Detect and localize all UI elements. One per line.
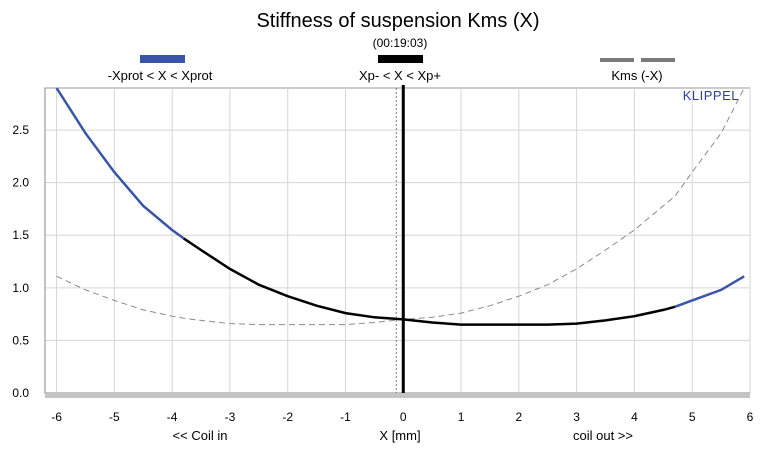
x-tick-label: -2 [282, 410, 293, 424]
x-tick-label: 0 [400, 410, 407, 424]
chart-subtitle: (00:19:03) [373, 36, 428, 50]
x-tick-label: -6 [51, 410, 62, 424]
legend-label-xprot: -Xprot < X < Xprot [108, 68, 213, 83]
series-kms-left-xprot [55, 87, 185, 240]
legend-swatch-xp [378, 55, 423, 63]
x-tick-label: -3 [225, 410, 236, 424]
legend-swatch-xprot [140, 55, 185, 63]
plot-area: -6 -5 -4 -3 -2 -1 0 1 2 3 4 5 6 0.0 0.5 1.0 1.5 2.0 2.5 [12, 85, 754, 424]
x-axis-left-note: << Coil in [173, 428, 228, 443]
x-tick-label: -5 [109, 410, 120, 424]
y-tick-label: 1.0 [12, 281, 29, 295]
y-tick-label: 0.0 [12, 386, 29, 400]
legend-label-kms-neg: Kms (-X) [611, 68, 662, 83]
legend: -Xprot < X < Xprot Xp- < X < Xp+ Kms (-X… [108, 55, 675, 83]
x-axis-label: X [mm] [379, 428, 420, 443]
x-tick-label: -1 [340, 410, 351, 424]
y-tick-label: 2.0 [12, 176, 29, 190]
series-kms-xp [183, 237, 676, 326]
series-kms-right-xprot [674, 275, 745, 308]
y-tick-label: 2.5 [12, 123, 29, 137]
y-tick-label: 0.5 [12, 333, 29, 347]
x-tick-label: 3 [573, 410, 580, 424]
series-kms-neg-line [56, 87, 745, 326]
y-tick-label: 1.5 [12, 228, 29, 242]
brand-label: KLIPPEL [683, 88, 739, 103]
x-tick-label: 4 [631, 410, 638, 424]
chart-title: Stiffness of suspension Kms (X) [256, 10, 539, 32]
x-tick-label: 5 [689, 410, 696, 424]
x-tick-label: -4 [167, 410, 178, 424]
x-tick-label: 6 [747, 410, 754, 424]
x-tick-label: 2 [516, 410, 523, 424]
x-axis-right-note: coil out >> [573, 428, 633, 443]
x-tick-label: 1 [458, 410, 465, 424]
legend-label-xp: Xp- < X < Xp+ [359, 68, 441, 83]
plot-frame [44, 87, 751, 394]
